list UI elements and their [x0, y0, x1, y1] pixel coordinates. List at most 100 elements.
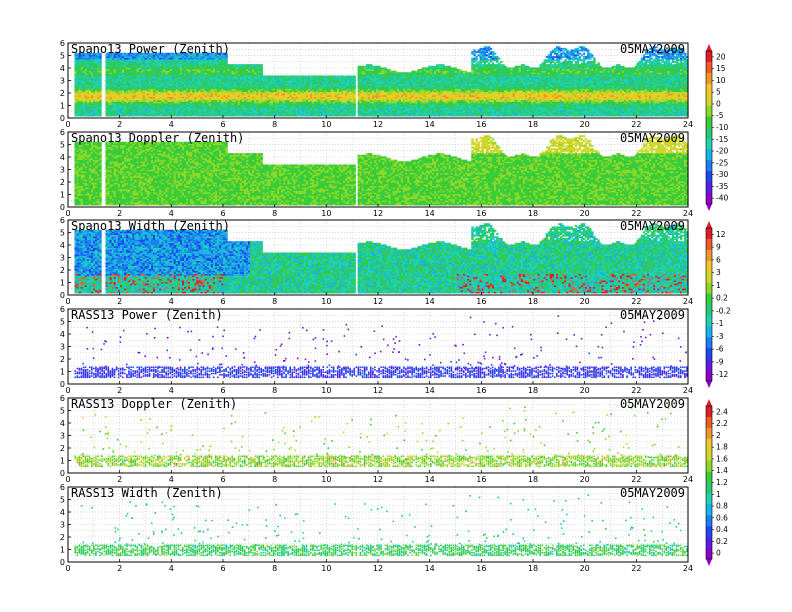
- data-cell: [130, 70, 133, 73]
- data-cell: [82, 90, 86, 93]
- data-cell: [74, 98, 77, 101]
- data-cell: [124, 82, 127, 84]
- data-cell: [111, 60, 115, 63]
- data-cell: [128, 80, 131, 83]
- data-cell: [97, 85, 100, 88]
- data-cell: [128, 111, 131, 114]
- data-cell: [76, 57, 79, 60]
- data-cell: [367, 64, 371, 67]
- data-cell: [124, 99, 127, 102]
- data-cell: [93, 91, 96, 94]
- data-cell: [93, 69, 96, 71]
- data-cell: [318, 75, 321, 78]
- data-cell: [353, 75, 356, 78]
- data-cell: [74, 72, 77, 75]
- data-cell: [115, 73, 119, 76]
- data-cell: [88, 98, 92, 101]
- data-cell: [105, 111, 108, 114]
- data-cell: [119, 73, 123, 76]
- data-cell: [130, 52, 133, 55]
- data-cell: [117, 62, 121, 65]
- data-cell: [99, 70, 102, 73]
- data-cell: [99, 59, 102, 62]
- data-cell: [111, 73, 115, 76]
- data-cell: [111, 56, 115, 58]
- data-cell: [132, 83, 135, 86]
- data-cell: [99, 95, 102, 97]
- data-cell: [95, 112, 98, 115]
- data-cell: [88, 96, 92, 99]
- data-cell: [78, 91, 82, 94]
- data-cell: [88, 82, 92, 84]
- data-cell: [78, 62, 82, 65]
- data-cell: [93, 101, 96, 104]
- data-cell: [105, 114, 108, 117]
- data-cell: [74, 67, 77, 70]
- data-cell: [78, 88, 82, 91]
- data-cell: [128, 70, 131, 73]
- data-cell: [121, 73, 125, 76]
- data-cell: [90, 83, 94, 86]
- data-cell: [121, 59, 125, 62]
- data-cell: [80, 104, 84, 107]
- data-cell: [78, 101, 82, 104]
- data-cell: [109, 85, 113, 88]
- data-cell: [301, 75, 305, 78]
- data-cell: [117, 98, 121, 101]
- data-cell: [109, 88, 113, 91]
- data-cell: [126, 64, 129, 67]
- data-cell: [107, 104, 110, 107]
- data-cell: [95, 77, 98, 80]
- data-cell: [95, 106, 98, 109]
- data-cell: [90, 70, 94, 73]
- data-cell: [86, 91, 90, 94]
- data-cell: [86, 78, 90, 81]
- data-cell: [105, 72, 108, 75]
- data-cell: [121, 85, 125, 88]
- data-cell: [88, 80, 92, 83]
- data-cell: [109, 59, 113, 62]
- data-cell: [128, 56, 131, 58]
- data-cell: [130, 60, 133, 63]
- data-cell: [95, 57, 98, 60]
- data-cell: [99, 85, 102, 88]
- data-cell: [105, 90, 108, 93]
- data-cell: [107, 65, 110, 68]
- data-cell: [76, 64, 79, 67]
- data-cell: [97, 108, 100, 110]
- data-cell: [113, 65, 117, 68]
- data-cell: [128, 91, 131, 94]
- data-cell: [82, 67, 86, 70]
- data-cell: [82, 69, 86, 71]
- data-cell: [119, 86, 123, 89]
- data-cell: [119, 56, 123, 58]
- data-cell: [95, 90, 98, 93]
- data-cell: [99, 56, 102, 58]
- data-cell: [88, 77, 92, 80]
- data-cell: [107, 85, 110, 88]
- data-cell: [121, 77, 125, 80]
- data-cell: [124, 90, 127, 93]
- data-cell: [113, 109, 117, 112]
- data-cell: [82, 86, 86, 89]
- data-cell: [84, 77, 88, 80]
- data-cell: [80, 106, 84, 109]
- data-cell: [76, 83, 79, 86]
- data-cell: [115, 104, 119, 107]
- data-cell: [95, 82, 98, 84]
- data-cell: [86, 52, 90, 55]
- data-cell: [82, 75, 86, 78]
- data-cell: [111, 108, 115, 110]
- data-cell: [105, 95, 108, 97]
- data-cell: [80, 67, 84, 70]
- data-cell: [126, 67, 129, 70]
- data-cell: [124, 54, 127, 57]
- data-cell: [82, 83, 86, 86]
- data-cell: [107, 96, 110, 99]
- data-cell: [78, 98, 82, 101]
- data-cell: [99, 62, 102, 65]
- data-cell: [289, 75, 292, 78]
- data-cell: [121, 111, 125, 114]
- data-cell: [130, 69, 133, 71]
- data-cell: [82, 78, 86, 81]
